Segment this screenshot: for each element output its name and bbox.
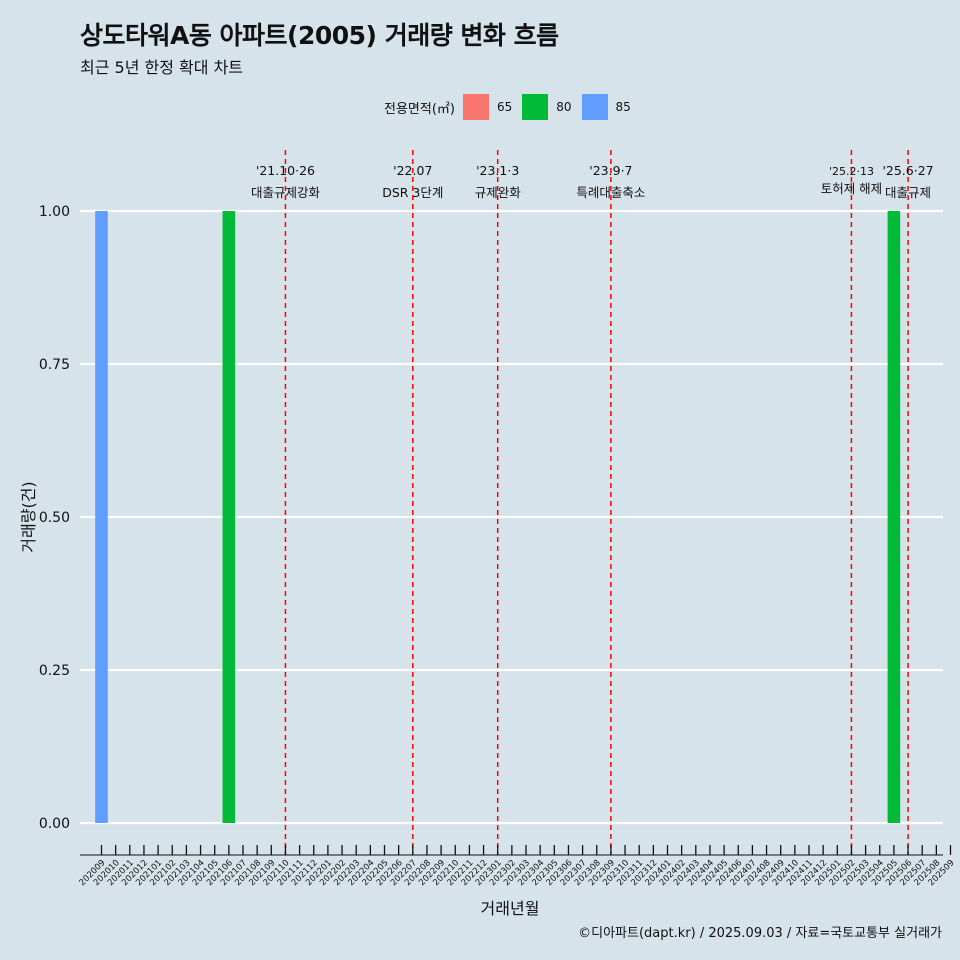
legend: 전용면적(㎡) 65 80 85 xyxy=(384,93,641,121)
bars xyxy=(95,211,901,823)
legend-item-65: 65 xyxy=(462,94,516,120)
annotation-date: '21.10·26 xyxy=(256,163,315,178)
y-tick-label: 0.25 xyxy=(39,663,70,679)
y-tick-label: 0.50 xyxy=(39,510,70,526)
legend-label-80: 80 xyxy=(556,100,572,114)
legend-label-85: 85 xyxy=(615,100,631,114)
annotation-lines xyxy=(284,150,909,855)
legend-item-80: 80 xyxy=(522,94,575,120)
legend-swatch-80 xyxy=(522,94,549,120)
legend-label-65: 65 xyxy=(496,100,513,114)
legend-title: 전용면적(㎡) xyxy=(384,101,455,117)
source-caption: ©디아파트(dapt.kr) / 2025.09.03 / 자료=국토교통부 실… xyxy=(578,926,942,941)
y-tick-label: 1.00 xyxy=(39,204,70,220)
y-axis-label: 거래량(건) xyxy=(19,481,38,552)
annotation-date: '23.9·7 xyxy=(589,163,632,178)
bar-202505-80 xyxy=(887,211,901,823)
y-tick-label: 0.00 xyxy=(39,816,70,832)
gridlines xyxy=(80,209,943,825)
bar-202106-80 xyxy=(222,211,236,823)
x-axis: 2020092020102020112020122021012021022021… xyxy=(78,845,957,888)
annotation-date: '22.07 xyxy=(393,163,432,178)
legend-swatch-65 xyxy=(462,94,489,120)
legend-item-85: 85 xyxy=(581,94,635,120)
legend-swatch-85 xyxy=(581,94,608,120)
annotation-label: 대출규제 xyxy=(885,185,931,200)
chart-title: 상도타워A동 아파트(2005) 거래량 변화 흐름 xyxy=(80,21,559,50)
y-axis: 0.00 0.25 0.50 0.75 1.00 xyxy=(39,204,70,832)
annotation-label: 대출규제강화 xyxy=(251,185,321,200)
y-tick-label: 0.75 xyxy=(39,357,70,373)
annotation-labels: '21.10·26 대출규제강화 '22.07 DSR 3단계 '23.1·3 규제완화 '… xyxy=(251,163,934,200)
annotation-date: '25.2·13 xyxy=(829,165,874,178)
annotation-date: '25.6·27 xyxy=(882,163,933,178)
chart-subtitle: 최근 5년 한정 확대 차트 xyxy=(80,58,244,77)
annotation-label: DSR 3단계 xyxy=(382,185,443,200)
annotation-label: 규제완화 xyxy=(475,185,522,200)
x-axis-label: 거래년월 xyxy=(481,899,540,918)
annotation-label: 특례대출축소 xyxy=(576,185,645,200)
bar-202009-85 xyxy=(95,211,108,823)
annotation-label: 토허제 해제 xyxy=(821,181,882,196)
annotation-date: '23.1·3 xyxy=(476,163,519,178)
